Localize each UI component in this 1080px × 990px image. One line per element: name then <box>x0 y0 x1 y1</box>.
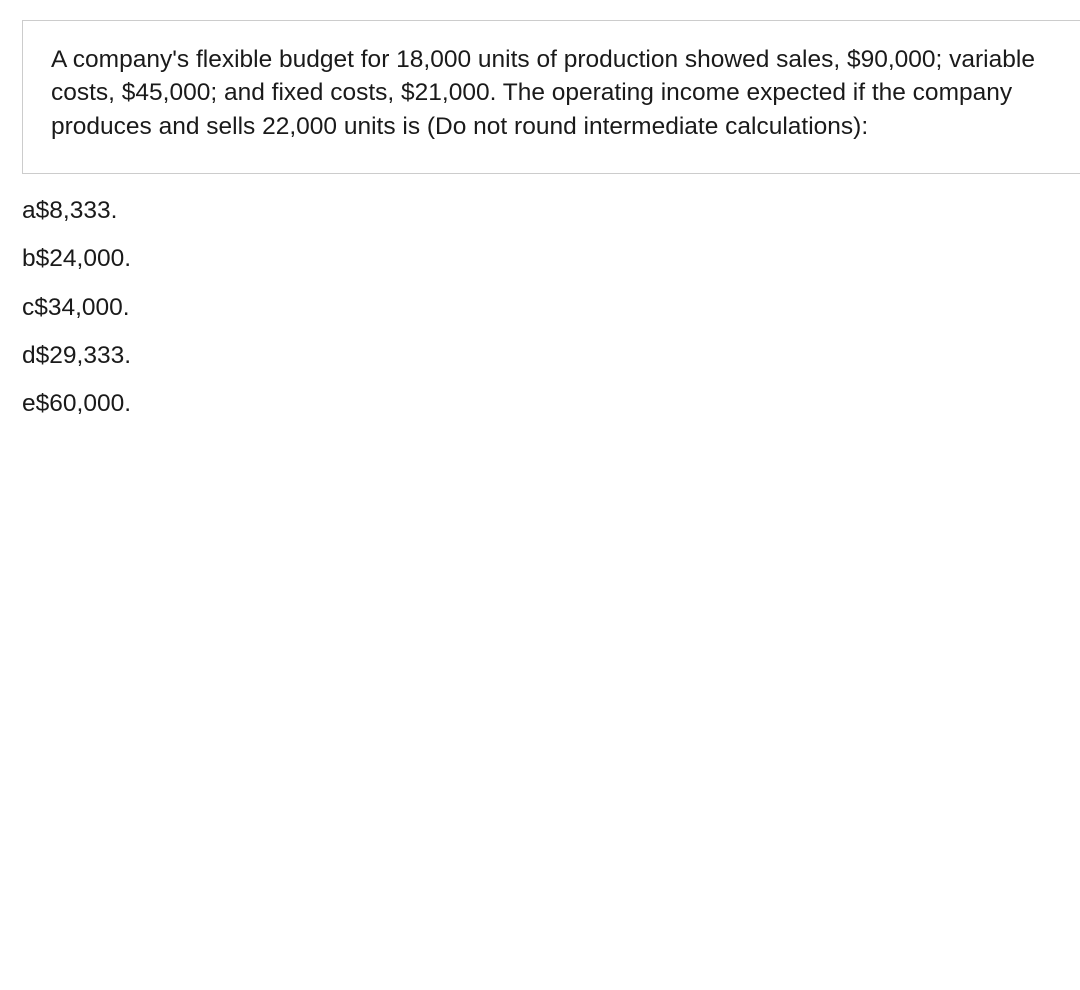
answer-letter: b <box>22 245 36 272</box>
answer-option-d[interactable]: d$29,333. <box>22 339 1080 373</box>
answer-letter: d <box>22 342 36 369</box>
answer-option-e[interactable]: e$60,000. <box>22 387 1080 421</box>
question-text: A company's flexible budget for 18,000 u… <box>51 46 1035 140</box>
question-box: A company's flexible budget for 18,000 u… <box>22 20 1080 174</box>
answer-list: a$8,333. b$24,000. c$34,000. d$29,333. e… <box>22 194 1080 421</box>
answer-value: $24,000. <box>36 245 131 272</box>
answer-value: $60,000. <box>36 390 131 417</box>
answer-option-a[interactable]: a$8,333. <box>22 194 1080 228</box>
answer-letter: c <box>22 294 34 321</box>
answer-value: $29,333. <box>36 342 131 369</box>
answer-letter: a <box>22 197 36 224</box>
answer-option-b[interactable]: b$24,000. <box>22 242 1080 276</box>
answer-value: $8,333. <box>36 197 118 224</box>
answer-option-c[interactable]: c$34,000. <box>22 291 1080 325</box>
answer-value: $34,000. <box>34 294 129 321</box>
answer-letter: e <box>22 390 36 417</box>
